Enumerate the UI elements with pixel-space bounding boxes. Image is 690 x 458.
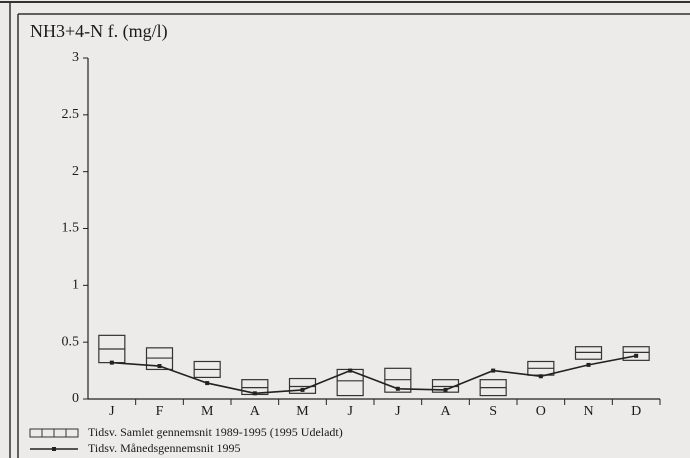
point (348, 368, 353, 373)
point (109, 360, 114, 365)
x-tick-label: M (296, 404, 309, 419)
x-tick-label: D (631, 404, 641, 419)
legend-symbol (52, 447, 56, 451)
y-tick-label: 2.5 (62, 107, 80, 122)
legend-label: Tidsv. Samlet gennemsnit 1989-1995 (1995… (88, 425, 343, 439)
point (538, 374, 543, 379)
y-tick-label: 3 (72, 50, 79, 65)
y-tick-label: 1 (72, 278, 79, 293)
x-tick-label: O (536, 404, 546, 419)
point (443, 387, 448, 392)
y-tick-label: 2 (72, 164, 79, 179)
y-tick-label: 1.5 (62, 221, 80, 236)
point (157, 364, 162, 369)
x-tick-label: J (347, 404, 353, 419)
x-tick-label: A (440, 404, 451, 419)
y-tick-label: 0.5 (62, 334, 80, 349)
point (395, 386, 400, 391)
x-tick-label: N (583, 404, 593, 419)
point (252, 391, 257, 396)
range-box (622, 346, 650, 361)
x-tick-label: J (109, 404, 115, 419)
x-tick-label: J (395, 404, 401, 419)
legend-label: Tidsv. Månedsgennemsnit 1995 (88, 441, 240, 455)
point (586, 362, 591, 367)
point (634, 353, 639, 358)
x-tick-label: A (250, 404, 261, 419)
y-tick-label: 0 (72, 391, 79, 406)
point (300, 387, 305, 392)
point (205, 381, 210, 386)
x-tick-label: F (156, 404, 164, 419)
series-line (111, 355, 637, 395)
point (491, 368, 496, 373)
chart-title: NH3+4-N f. (mg/l) (30, 21, 168, 42)
x-tick-label: S (489, 404, 497, 419)
x-tick-label: M (201, 404, 214, 419)
